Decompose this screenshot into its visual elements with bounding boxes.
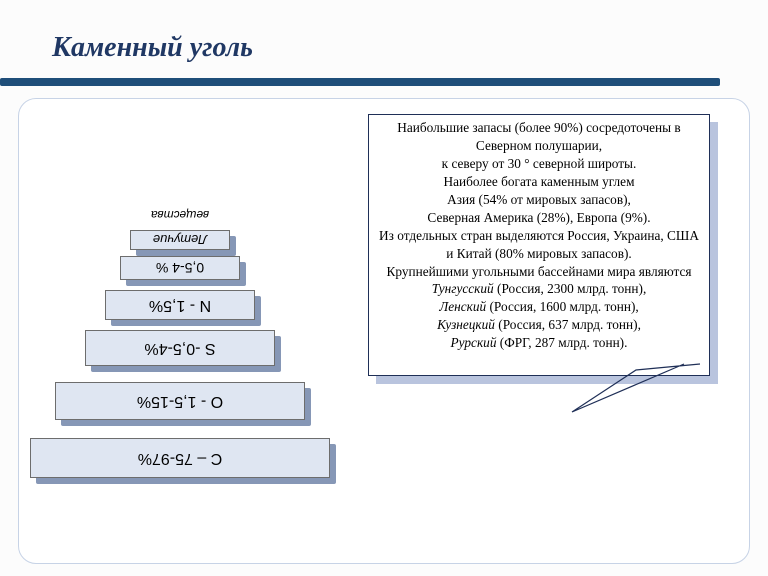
page-title: Каменный уголь [52, 32, 253, 64]
pyramid-bar: S -0,5-4% [85, 330, 275, 366]
pyramid-bar: Летучие [130, 230, 230, 250]
title-underline [0, 78, 720, 86]
pyramid-bar: С – 75-97% [30, 438, 330, 478]
pyramid-bar: 0,5-4 % [120, 256, 240, 280]
pyramid-bar: O - 1,5-15% [55, 382, 305, 420]
pyramid-bar: вещества [140, 206, 220, 224]
pyramid-chart: С – 75-97% O - 1,5-15% S -0,5-4% N - 1,5% 0,… [10, 150, 380, 480]
info-textbox: Наибольшие запасы (более 90%) сосредоточ… [368, 114, 710, 376]
pyramid-bar: N - 1,5% [105, 290, 255, 320]
